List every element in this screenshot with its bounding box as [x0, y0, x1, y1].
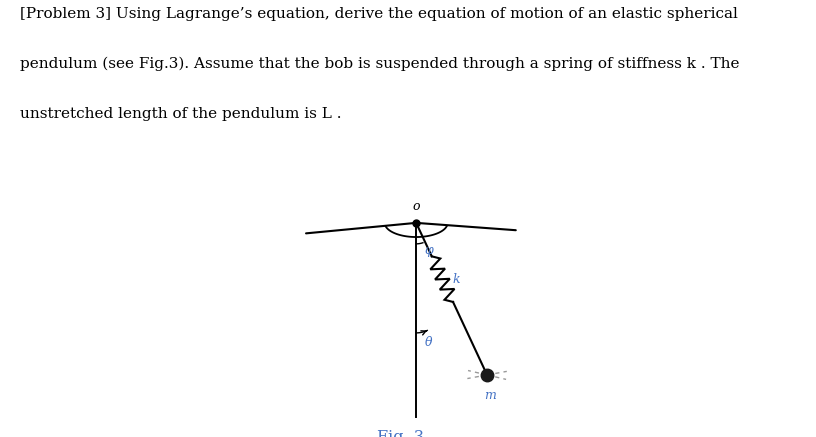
Text: θ: θ: [425, 336, 432, 349]
Text: m: m: [484, 388, 496, 402]
Text: φ: φ: [424, 244, 433, 257]
Text: [Problem 3] Using Lagrange’s equation, derive the equation of motion of an elast: [Problem 3] Using Lagrange’s equation, d…: [20, 7, 738, 21]
Text: pendulum (see Fig.3). Assume that the bob is suspended through a spring of stiff: pendulum (see Fig.3). Assume that the bo…: [20, 57, 740, 71]
Text: Fig. 3: Fig. 3: [377, 430, 424, 437]
Text: k: k: [453, 273, 460, 286]
Text: o: o: [412, 201, 420, 213]
Text: unstretched length of the pendulum is L .: unstretched length of the pendulum is L …: [20, 107, 342, 121]
